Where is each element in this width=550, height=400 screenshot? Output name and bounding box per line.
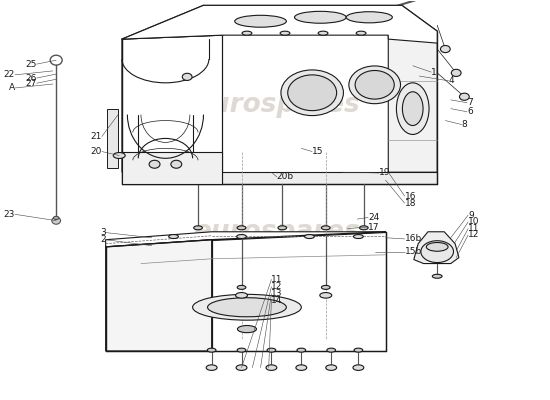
Ellipse shape <box>297 348 306 352</box>
Ellipse shape <box>421 241 454 262</box>
Ellipse shape <box>237 286 246 289</box>
Polygon shape <box>122 5 437 43</box>
Ellipse shape <box>452 69 461 76</box>
Text: 7: 7 <box>467 98 473 107</box>
Text: 3: 3 <box>100 228 106 237</box>
Ellipse shape <box>349 66 400 104</box>
Ellipse shape <box>327 348 336 352</box>
Ellipse shape <box>356 31 366 35</box>
Text: A: A <box>9 84 15 92</box>
Ellipse shape <box>432 274 442 278</box>
Text: 21: 21 <box>90 132 102 141</box>
Ellipse shape <box>441 46 450 53</box>
Text: 15: 15 <box>312 147 324 156</box>
Text: 15b: 15b <box>405 247 422 256</box>
Ellipse shape <box>305 234 315 238</box>
Text: 4: 4 <box>449 76 454 85</box>
Text: 8: 8 <box>461 120 468 129</box>
Ellipse shape <box>52 217 60 224</box>
Ellipse shape <box>236 365 247 370</box>
Text: 6: 6 <box>467 107 473 116</box>
Ellipse shape <box>288 75 337 111</box>
Ellipse shape <box>321 286 330 289</box>
Ellipse shape <box>237 348 246 352</box>
Text: 24: 24 <box>368 213 380 222</box>
Ellipse shape <box>320 292 332 298</box>
Ellipse shape <box>397 83 429 134</box>
Text: eurospares: eurospares <box>194 219 360 245</box>
Ellipse shape <box>281 70 343 116</box>
Ellipse shape <box>360 226 368 230</box>
Ellipse shape <box>53 216 59 220</box>
Text: 12: 12 <box>271 282 283 291</box>
Ellipse shape <box>354 234 363 238</box>
Text: 20: 20 <box>90 147 102 156</box>
Text: 14: 14 <box>271 296 283 305</box>
Polygon shape <box>414 232 459 264</box>
Ellipse shape <box>346 12 392 23</box>
Text: 23: 23 <box>3 210 15 219</box>
Text: 13: 13 <box>271 289 283 298</box>
Bar <box>107 109 118 168</box>
Polygon shape <box>106 232 386 247</box>
Ellipse shape <box>149 160 160 168</box>
Text: 12: 12 <box>468 230 480 240</box>
Text: 20b: 20b <box>277 172 294 182</box>
Text: 25: 25 <box>25 60 37 69</box>
Ellipse shape <box>296 365 307 370</box>
Ellipse shape <box>235 15 287 27</box>
Text: 11: 11 <box>468 224 480 233</box>
Ellipse shape <box>235 292 248 298</box>
Ellipse shape <box>194 226 202 230</box>
Polygon shape <box>122 172 437 184</box>
Ellipse shape <box>294 11 346 23</box>
Text: 11: 11 <box>271 275 283 284</box>
Ellipse shape <box>266 365 277 370</box>
Text: 22: 22 <box>4 70 15 79</box>
Text: 19: 19 <box>379 168 390 178</box>
Text: 17: 17 <box>368 222 380 232</box>
Polygon shape <box>122 152 223 184</box>
Ellipse shape <box>267 348 276 352</box>
Ellipse shape <box>236 234 246 238</box>
Polygon shape <box>106 240 212 351</box>
Ellipse shape <box>206 365 217 370</box>
Text: 2: 2 <box>100 235 106 244</box>
Ellipse shape <box>321 226 330 230</box>
Text: 10: 10 <box>468 217 480 226</box>
Text: 27: 27 <box>25 79 37 88</box>
Ellipse shape <box>354 348 363 352</box>
Ellipse shape <box>355 70 394 99</box>
Ellipse shape <box>182 73 192 80</box>
Polygon shape <box>212 232 386 351</box>
Ellipse shape <box>192 294 301 320</box>
Text: eurospares: eurospares <box>194 92 360 118</box>
Ellipse shape <box>326 365 337 370</box>
Ellipse shape <box>113 152 125 158</box>
Ellipse shape <box>403 92 423 126</box>
Ellipse shape <box>238 326 256 333</box>
Ellipse shape <box>278 226 287 230</box>
Ellipse shape <box>207 348 216 352</box>
Ellipse shape <box>237 226 246 230</box>
Text: 1: 1 <box>431 68 437 76</box>
Polygon shape <box>388 31 437 172</box>
Text: 16b: 16b <box>405 234 422 244</box>
Ellipse shape <box>353 365 364 370</box>
Text: 9: 9 <box>468 210 474 220</box>
Ellipse shape <box>459 93 469 100</box>
Text: 26: 26 <box>25 74 37 82</box>
Ellipse shape <box>171 160 182 168</box>
Ellipse shape <box>169 234 178 238</box>
Text: 18: 18 <box>405 199 416 208</box>
Ellipse shape <box>207 298 287 317</box>
Ellipse shape <box>318 31 328 35</box>
Ellipse shape <box>280 31 290 35</box>
Ellipse shape <box>242 31 252 35</box>
Polygon shape <box>122 35 223 172</box>
Text: 16: 16 <box>405 192 416 200</box>
Ellipse shape <box>426 242 448 251</box>
